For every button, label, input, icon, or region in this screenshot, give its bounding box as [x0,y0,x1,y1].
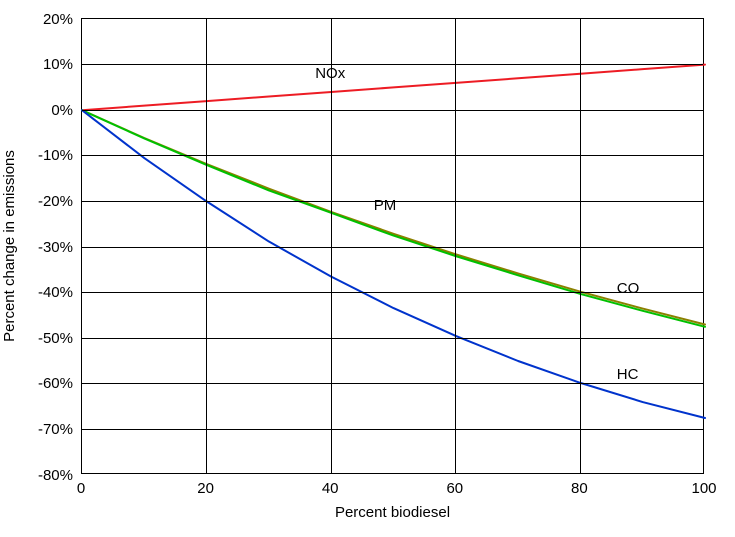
y-tick-label: -20% [38,193,73,210]
series-label-pm: PM [374,197,397,214]
y-tick-label: -30% [38,239,73,256]
gridline-horizontal [82,155,703,156]
plot-area [81,18,704,474]
y-tick-label: 0% [51,102,73,119]
gridline-horizontal [82,64,703,65]
gridline-horizontal [82,383,703,384]
series-line-pm [82,110,705,327]
series-line-nox [82,65,705,111]
emissions-line-chart: Percent change in emissions Percent biod… [0,0,735,537]
y-tick-label: -80% [38,467,73,484]
gridline-horizontal [82,110,703,111]
series-label-co: CO [617,280,640,297]
series-label-nox: NOx [315,65,345,82]
x-tick-label: 20 [197,480,214,497]
y-axis-title: Percent change in emissions [1,150,18,342]
gridline-horizontal [82,292,703,293]
y-tick-label: 20% [43,11,73,28]
series-label-hc: HC [617,366,639,383]
gridline-horizontal [82,247,703,248]
y-tick-label: 10% [43,56,73,73]
x-tick-label: 60 [446,480,463,497]
y-tick-label: -70% [38,421,73,438]
x-axis-title: Percent biodiesel [335,504,450,521]
x-tick-label: 100 [691,480,716,497]
gridline-horizontal [82,338,703,339]
x-tick-label: 40 [322,480,339,497]
y-tick-label: -10% [38,147,73,164]
x-tick-label: 0 [77,480,85,497]
y-tick-label: -50% [38,330,73,347]
gridline-horizontal [82,429,703,430]
y-tick-label: -60% [38,375,73,392]
y-tick-label: -40% [38,284,73,301]
x-tick-label: 80 [571,480,588,497]
series-line-hc [82,110,705,418]
